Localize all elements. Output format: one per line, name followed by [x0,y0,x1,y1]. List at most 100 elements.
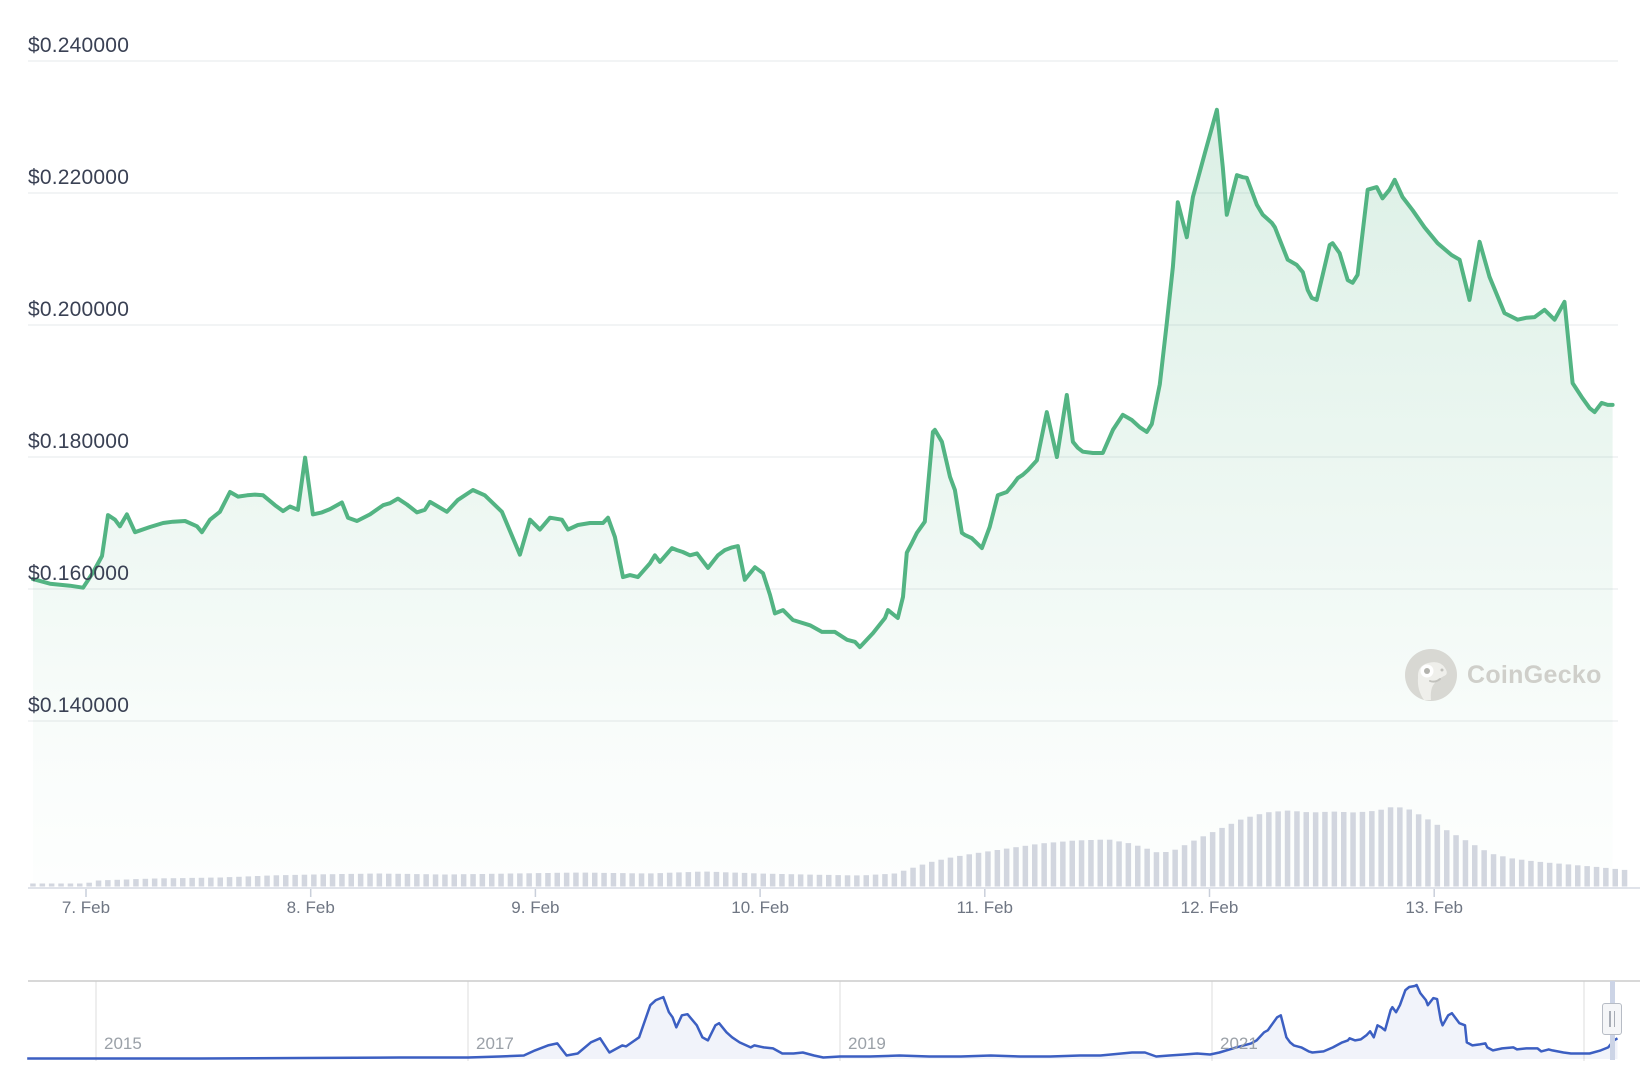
volume-bar [1546,862,1553,887]
volume-bar [198,877,205,887]
volume-bar [1088,840,1094,887]
price-area-fill [33,109,1613,887]
volume-bar [1621,869,1628,887]
volume-bar [732,872,738,887]
volume-bar [1266,812,1272,887]
volume-bar [1322,811,1328,887]
volume-bar [161,878,167,887]
volume-bar [105,880,111,887]
volume-bar [1041,843,1047,887]
volume-bar [872,874,879,887]
volume-bar [451,874,457,887]
volume-bar [807,874,813,887]
volume-bar [826,874,832,887]
volume-bar [1481,850,1487,887]
volume-bar [489,873,495,887]
volume-bar [1312,812,1319,887]
date-axis-label: 7. Feb [61,898,111,917]
price-axis-label: $0.140000 [28,694,130,717]
price-line [31,107,1615,650]
volume-bar [479,874,486,887]
volume-bar [1509,858,1515,887]
volume-bar [1144,848,1150,887]
volume-bar [788,874,795,887]
volume-bar [1575,865,1581,887]
volume-bar [1434,824,1441,887]
volume-bar [891,873,898,887]
volume-bar [938,859,944,887]
volume-bar [1294,811,1300,887]
volume-bar [376,873,383,887]
volume-bar [704,871,710,887]
volume-bar [1275,811,1281,887]
volume-bar [1153,852,1160,887]
volume-bar [751,873,757,887]
volume-bar [629,873,635,887]
price-chart-plot-area[interactable] [0,0,1640,930]
date-axis-label: 13. Feb [1405,898,1464,917]
volume-bar [676,872,682,887]
price-axis-label: $0.220000 [28,166,130,189]
volume-bar [133,879,139,887]
volume-bar [1247,816,1253,887]
volume-bar [966,854,972,887]
volume-bar [395,873,401,887]
volume-bar [217,877,223,887]
navigator-year-label: 2015 [104,1034,142,1053]
volume-bar [657,873,663,887]
volume-bar [545,873,551,887]
volume-bar [1453,835,1459,887]
volume-bar [1200,836,1206,887]
volume-bar [245,876,252,887]
volume-bar [1415,814,1422,887]
volume-bar [498,873,504,887]
volume-bar [1135,845,1141,887]
volume-bar [1069,840,1075,887]
volume-bar [226,877,233,887]
volume-bar [1369,811,1375,887]
price-axis-label: $0.200000 [28,298,130,321]
navigator-resize-handle[interactable] [1602,1003,1622,1035]
volume-bar [1518,859,1525,887]
volume-bar [1209,832,1216,887]
price-axis-label: $0.240000 [28,34,130,57]
volume-bar [1593,866,1600,887]
volume-bar [1350,812,1356,887]
navigator-line [27,983,1619,1060]
volume-bar [48,883,55,887]
volume-bar [1490,854,1497,887]
volume-bar [769,873,776,887]
volume-bar [816,874,823,887]
volume-bar [1341,812,1347,887]
volume-bar [666,872,673,887]
handle-grip-line [1613,1011,1615,1027]
volume-bar [1444,830,1450,887]
volume-bar [1219,827,1225,887]
coingecko-watermark: CoinGecko [1404,648,1602,702]
volume-bar [1603,867,1609,887]
volume-bar [442,874,448,887]
volume-bar [329,874,336,887]
volume-bar [1406,809,1412,887]
volume-bar [1387,807,1394,887]
volume-bar [685,872,692,887]
volume-bar [882,874,888,887]
volume-bar [797,874,804,887]
volume-bar [910,867,916,887]
volume-bar [835,875,841,887]
navigator-year-label: 2017 [476,1034,514,1053]
volume-bar [1378,809,1384,887]
volume-bar [1181,845,1188,887]
volume-bar [592,872,598,887]
volume-bar [1500,856,1506,887]
volume-bar [95,880,102,887]
volume-bar [723,872,729,887]
volume-bar [582,872,589,887]
volume-bar [957,855,963,887]
volume-bar [1537,861,1544,887]
volume-bar [292,874,298,887]
volume-bar [432,874,439,887]
volume-bar [648,873,654,887]
volume-bar [339,874,345,887]
